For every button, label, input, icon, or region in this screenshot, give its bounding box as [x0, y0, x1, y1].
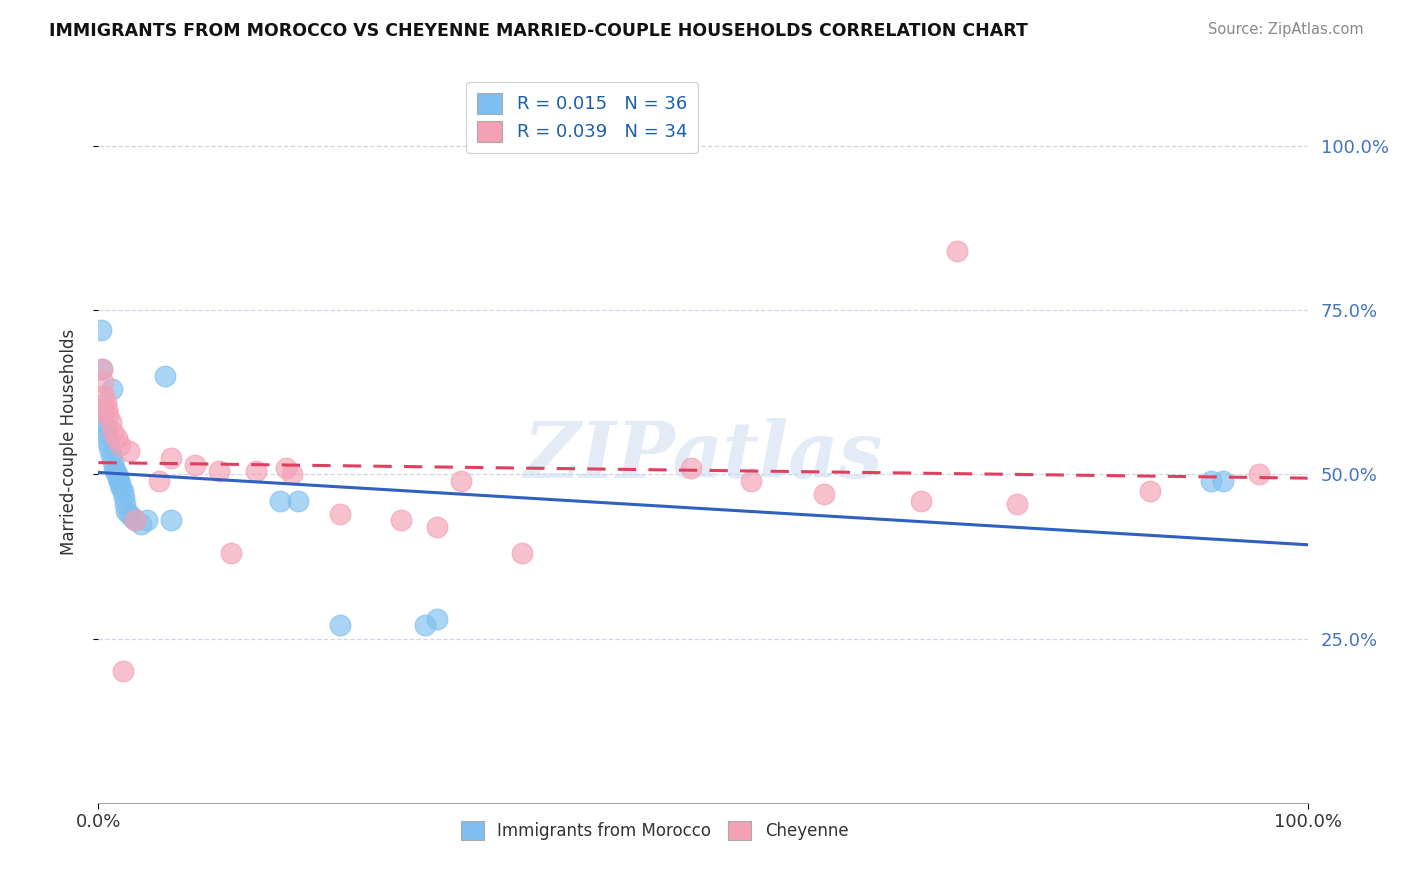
Point — [91, 401, 114, 416]
Point — [946, 244, 969, 258]
Point — [108, 474, 131, 488]
Point — [208, 464, 231, 478]
Point — [97, 434, 120, 449]
Point — [389, 513, 412, 527]
Point — [96, 401, 118, 416]
Point — [108, 438, 131, 452]
Point — [103, 460, 125, 475]
Point — [104, 464, 127, 478]
Point — [124, 513, 146, 527]
Point — [148, 474, 170, 488]
Point — [97, 409, 120, 423]
Point — [111, 665, 134, 679]
Point — [108, 477, 131, 491]
Point — [100, 415, 122, 429]
Point — [93, 415, 115, 429]
Point — [91, 362, 114, 376]
Point — [91, 376, 114, 390]
Point — [111, 483, 134, 498]
Point — [426, 520, 449, 534]
Point — [740, 474, 762, 488]
Text: IMMIGRANTS FROM MOROCCO VS CHEYENNE MARRIED-COUPLE HOUSEHOLDS CORRELATION CHART: IMMIGRANTS FROM MOROCCO VS CHEYENNE MARR… — [49, 22, 1028, 40]
Point — [287, 493, 309, 508]
Point — [413, 618, 436, 632]
Point — [1007, 497, 1029, 511]
Point — [1212, 474, 1234, 488]
Point — [245, 464, 267, 478]
Point — [96, 428, 118, 442]
Point — [813, 487, 835, 501]
Point — [105, 431, 128, 445]
Legend: Immigrants from Morocco, Cheyenne: Immigrants from Morocco, Cheyenne — [454, 814, 855, 847]
Point — [118, 444, 141, 458]
Point — [110, 481, 132, 495]
Point — [135, 513, 157, 527]
Point — [329, 618, 352, 632]
Point — [100, 448, 122, 462]
Point — [105, 467, 128, 482]
Point — [118, 507, 141, 521]
Point — [121, 510, 143, 524]
Point — [269, 493, 291, 508]
Point — [124, 513, 146, 527]
Point — [274, 460, 297, 475]
Text: Source: ZipAtlas.com: Source: ZipAtlas.com — [1208, 22, 1364, 37]
Point — [107, 471, 129, 485]
Point — [98, 441, 121, 455]
Point — [160, 450, 183, 465]
Point — [91, 362, 114, 376]
Point — [426, 612, 449, 626]
Point — [329, 507, 352, 521]
Point — [1249, 467, 1271, 482]
Point — [101, 425, 124, 439]
Point — [184, 458, 207, 472]
Point — [160, 513, 183, 527]
Point — [450, 474, 472, 488]
Point — [115, 503, 138, 517]
Point — [221, 546, 243, 560]
Point — [93, 388, 115, 402]
Point — [90, 323, 112, 337]
Y-axis label: Married-couple Households: Married-couple Households — [59, 328, 77, 555]
Point — [679, 460, 702, 475]
Point — [910, 493, 932, 508]
Point — [94, 395, 117, 409]
Point — [1139, 483, 1161, 498]
Point — [153, 368, 176, 383]
Text: ZIPatlas: ZIPatlas — [523, 417, 883, 494]
Point — [112, 491, 135, 505]
Point — [1199, 474, 1222, 488]
Point — [281, 467, 304, 482]
Point — [510, 546, 533, 560]
Point — [94, 421, 117, 435]
Point — [114, 497, 136, 511]
Point — [101, 454, 124, 468]
Point — [100, 382, 122, 396]
Point — [129, 516, 152, 531]
